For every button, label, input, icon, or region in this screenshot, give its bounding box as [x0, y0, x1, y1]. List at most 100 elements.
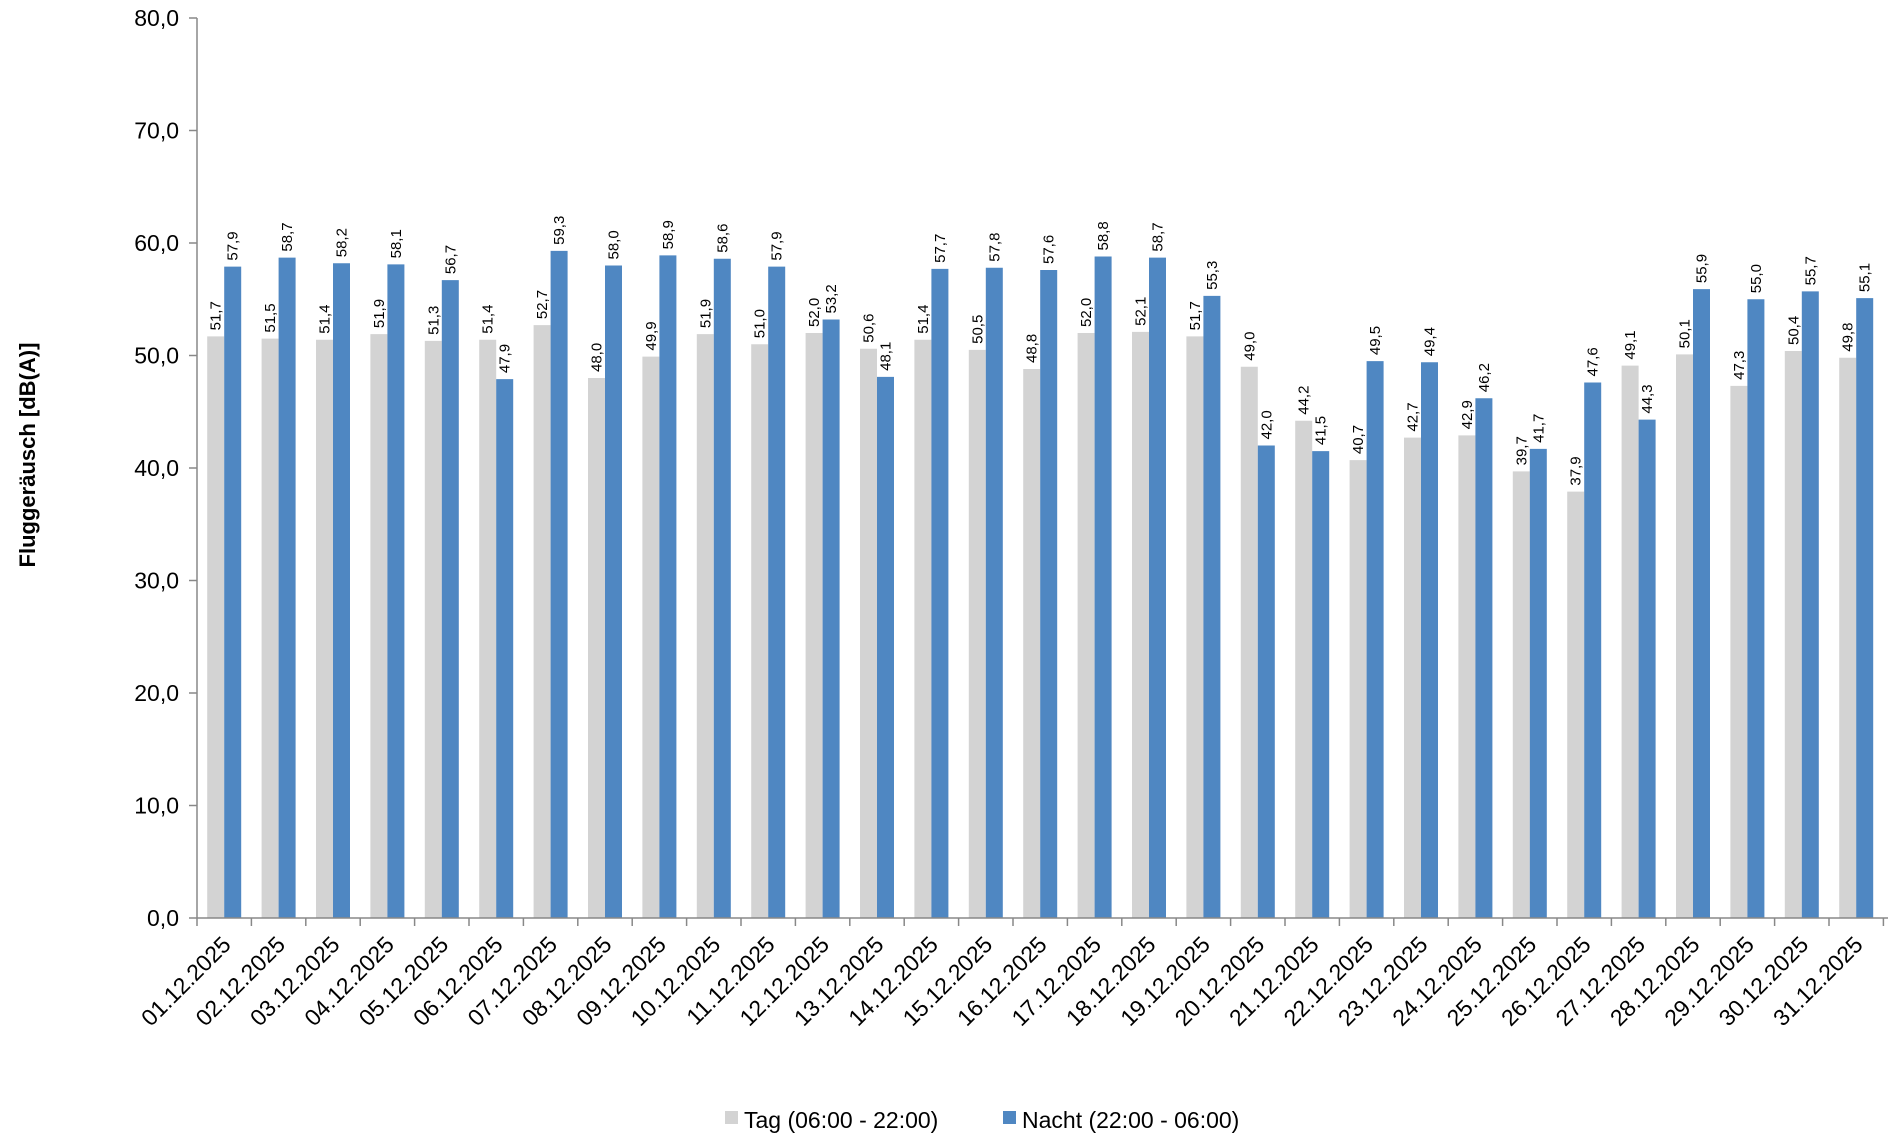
bar-nacht — [1203, 295, 1221, 918]
bar-nacht — [550, 250, 568, 918]
bar-nacht — [1149, 257, 1166, 918]
bar-nacht — [1584, 382, 1602, 918]
bar-tag — [1839, 357, 1857, 918]
data-label-nacht: 55,3 — [1204, 261, 1221, 290]
data-label-tag: 40,7 — [1350, 425, 1367, 454]
data-label-nacht: 58,6 — [714, 224, 731, 253]
data-label-tag: 51,7 — [208, 301, 225, 330]
data-label-nacht: 57,9 — [225, 231, 242, 260]
data-label-tag: 50,4 — [1785, 316, 1802, 345]
data-label-tag: 48,0 — [589, 343, 606, 372]
legend-swatch-tag — [725, 1111, 738, 1124]
bar-tag — [1132, 331, 1149, 918]
bar-nacht — [278, 257, 296, 918]
bar-tag — [1240, 366, 1258, 918]
bar-tag — [696, 334, 714, 918]
bar-nacht — [985, 267, 1003, 918]
data-label-nacht: 47,9 — [497, 344, 514, 373]
legend-swatch-nacht — [1003, 1111, 1016, 1124]
data-label-tag: 42,7 — [1405, 402, 1422, 431]
data-label-tag: 52,7 — [534, 290, 551, 319]
data-label-tag: 47,3 — [1731, 351, 1748, 380]
bar-tag — [424, 340, 442, 918]
bar-tag — [1349, 460, 1367, 918]
data-label-tag: 51,7 — [1187, 301, 1204, 330]
data-label-nacht: 47,6 — [1585, 347, 1602, 376]
data-label-tag: 39,7 — [1513, 436, 1530, 465]
bar-nacht — [1747, 299, 1765, 918]
data-label-tag: 52,1 — [1133, 297, 1150, 326]
bar-nacht — [659, 255, 677, 918]
data-label-nacht: 44,3 — [1639, 384, 1656, 413]
bar-nacht — [441, 280, 459, 918]
data-label-tag: 49,9 — [643, 321, 660, 350]
data-label-tag: 44,2 — [1296, 386, 1313, 415]
bar-nacht — [822, 319, 840, 918]
bar-nacht — [1366, 361, 1384, 918]
data-label-nacht: 55,7 — [1802, 256, 1819, 285]
data-label-nacht: 58,7 — [279, 222, 296, 251]
data-label-nacht: 41,7 — [1530, 414, 1547, 443]
data-label-tag: 51,9 — [371, 299, 388, 328]
data-label-nacht: 58,9 — [660, 220, 677, 249]
data-label-nacht: 56,7 — [442, 245, 459, 274]
bar-tag — [1784, 351, 1802, 918]
data-label-nacht: 57,7 — [932, 234, 949, 263]
legend: Tag (06:00 - 22:00) Nacht (22:00 - 06:00… — [725, 1107, 1239, 1133]
data-label-tag: 51,4 — [915, 305, 932, 334]
bar-nacht — [496, 379, 514, 918]
data-label-tag: 48,8 — [1024, 334, 1041, 363]
bar-tag — [1458, 435, 1476, 918]
data-label-tag: 51,4 — [480, 305, 497, 334]
bar-tag — [860, 348, 877, 918]
bar-nacht — [387, 264, 405, 918]
bar-nacht — [1801, 291, 1819, 918]
y-axis-title: Fluggeräusch [dB(A)] — [15, 343, 40, 568]
data-label-nacht: 48,1 — [878, 342, 895, 371]
bar-nacht — [713, 258, 731, 918]
data-label-nacht: 53,2 — [823, 284, 840, 313]
data-labels-layer: 51,7 51,5 51,4 51,9 51,3 51,4 52,7 48,0 49,9 51,9… — [208, 216, 1874, 486]
data-label-nacht: 58,7 — [1150, 222, 1167, 251]
bar-tag — [1023, 369, 1041, 918]
bar-tag — [1295, 420, 1313, 918]
data-label-nacht: 55,0 — [1748, 264, 1765, 293]
data-label-nacht: 57,8 — [986, 233, 1003, 262]
y-tick-label: 20,0 — [134, 680, 179, 706]
bar-nacht — [605, 265, 622, 918]
data-label-tag: 42,9 — [1459, 400, 1476, 429]
bar-tag — [751, 344, 769, 918]
bar-tag — [370, 334, 388, 918]
data-label-tag: 49,0 — [1241, 332, 1258, 361]
data-label-tag: 50,5 — [969, 315, 986, 344]
data-label-tag: 50,6 — [861, 314, 878, 343]
y-tick-label: 70,0 — [134, 118, 179, 144]
bar-tag — [1186, 336, 1204, 918]
bar-nacht — [1094, 256, 1112, 918]
data-label-nacht: 49,4 — [1422, 327, 1439, 356]
data-label-nacht: 46,2 — [1476, 363, 1493, 392]
data-label-tag: 51,0 — [752, 309, 769, 338]
bar-tag — [642, 356, 660, 918]
bar-nacht — [1529, 448, 1547, 918]
bar-nacht — [931, 268, 949, 918]
data-label-tag: 51,5 — [262, 303, 279, 332]
bar-nacht — [1040, 270, 1058, 918]
y-tick-label: 30,0 — [134, 568, 179, 594]
data-label-tag: 52,0 — [1078, 298, 1095, 327]
y-tick-label: 0,0 — [147, 905, 179, 931]
bar-tag — [1567, 491, 1585, 918]
bar-tag — [479, 339, 497, 918]
bar-nacht — [1856, 298, 1874, 918]
y-tick-label: 50,0 — [134, 343, 179, 369]
data-label-tag: 51,3 — [425, 306, 442, 335]
data-label-nacht: 41,5 — [1313, 416, 1330, 445]
data-label-nacht: 58,8 — [1095, 221, 1112, 250]
legend-label-tag: Tag (06:00 - 22:00) — [744, 1107, 938, 1133]
bars-layer — [207, 250, 1874, 918]
y-axis: 0,0 10,0 20,0 30,0 40,0 50,0 60,0 70,0 80,0 — [134, 5, 198, 931]
y-tick-label: 10,0 — [134, 793, 179, 819]
data-label-nacht: 59,3 — [551, 216, 568, 245]
bar-tag — [588, 378, 605, 918]
bar-nacht — [877, 376, 894, 918]
